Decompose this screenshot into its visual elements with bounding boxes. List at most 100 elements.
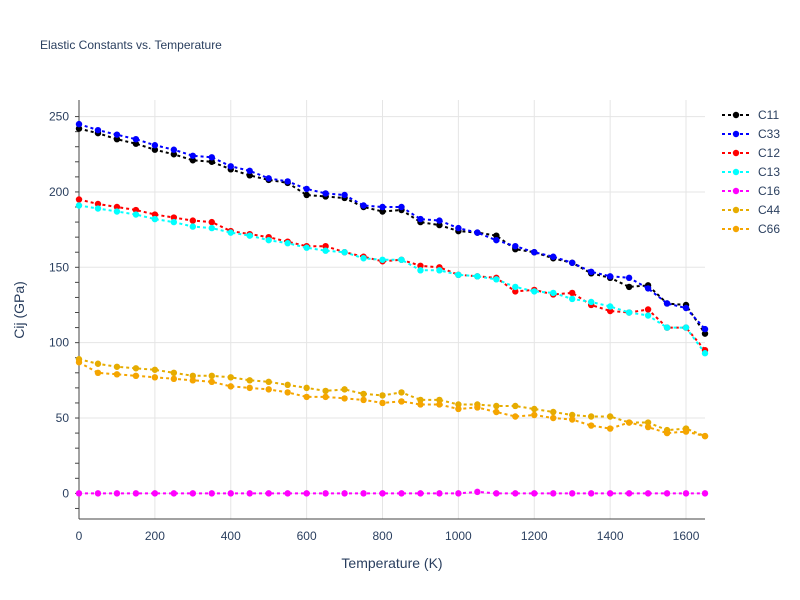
data-point <box>455 271 462 279</box>
data-point <box>587 268 595 276</box>
legend-label: C16 <box>758 184 780 198</box>
data-point <box>75 120 83 128</box>
data-point <box>94 490 102 497</box>
x-axis-title: Temperature (K) <box>341 555 442 571</box>
series-c11 <box>75 125 709 337</box>
data-point <box>94 205 102 212</box>
data-point <box>151 366 159 373</box>
data-point <box>512 283 519 291</box>
data-point <box>606 303 614 310</box>
data-point <box>455 401 462 408</box>
data-point <box>284 381 291 389</box>
data-point <box>569 259 576 266</box>
data-point <box>587 413 595 420</box>
legend-item-c12[interactable]: C12 <box>722 146 780 160</box>
data-point <box>417 490 424 497</box>
data-point <box>512 490 519 497</box>
data-point <box>606 425 614 432</box>
data-point <box>246 377 253 384</box>
data-point <box>265 378 272 386</box>
data-point <box>227 229 234 236</box>
data-point <box>189 217 197 224</box>
x-tick-label: 200 <box>145 529 165 543</box>
data-point <box>474 488 481 496</box>
data-point <box>398 490 405 497</box>
legend-item-c66[interactable]: C66 <box>722 222 780 236</box>
legend-item-c11[interactable]: C11 <box>722 108 779 122</box>
legend-label: C44 <box>758 203 780 217</box>
data-point <box>113 203 121 211</box>
data-point <box>94 360 102 367</box>
series-line-c11 <box>78 127 706 335</box>
legend-item-c13[interactable]: C13 <box>722 165 780 179</box>
x-tick-label: 400 <box>221 529 241 543</box>
data-point <box>550 408 557 416</box>
data-point <box>75 202 83 209</box>
data-point <box>644 312 652 319</box>
data-point <box>701 325 709 333</box>
data-point <box>322 190 329 197</box>
data-point <box>227 490 234 497</box>
data-point <box>569 490 576 497</box>
data-point <box>170 151 178 158</box>
data-point <box>246 167 253 175</box>
series-c44 <box>75 356 709 440</box>
data-point <box>113 131 121 138</box>
data-point <box>113 490 121 497</box>
legend-swatch-marker <box>732 225 740 233</box>
legend-swatch-marker <box>732 111 740 119</box>
legend-item-c44[interactable]: C44 <box>722 203 780 217</box>
data-point <box>284 239 291 247</box>
legend-item-c33[interactable]: C33 <box>722 127 780 141</box>
data-point <box>701 330 709 337</box>
data-point <box>379 203 386 211</box>
data-point <box>436 217 443 224</box>
data-point <box>531 490 538 497</box>
data-point <box>682 304 690 312</box>
data-point <box>151 215 159 223</box>
data-point <box>75 125 83 132</box>
data-point <box>682 490 690 497</box>
data-point <box>227 163 234 170</box>
legend-item-c16[interactable]: C16 <box>722 184 780 198</box>
data-point <box>493 236 500 244</box>
data-point <box>189 377 197 384</box>
data-point <box>360 396 367 404</box>
series-c12 <box>75 196 709 354</box>
data-point <box>417 401 424 408</box>
data-point <box>379 208 386 215</box>
data-point <box>360 390 367 398</box>
data-point <box>587 298 595 306</box>
data-point <box>569 289 576 297</box>
data-point <box>189 372 197 380</box>
data-point <box>208 154 215 161</box>
data-point <box>569 416 576 423</box>
legend-label: C66 <box>758 222 780 236</box>
data-point <box>493 402 500 410</box>
data-point <box>132 135 140 143</box>
y-axis-title: Cij (GPa) <box>11 281 27 339</box>
data-point <box>398 256 405 263</box>
x-tick-label: 1200 <box>521 529 548 543</box>
data-point <box>644 419 652 426</box>
data-point <box>550 289 557 297</box>
data-point <box>284 178 291 185</box>
data-point <box>132 211 140 218</box>
data-point <box>512 288 519 295</box>
y-tick-label: 200 <box>49 185 69 199</box>
data-point <box>493 490 500 497</box>
data-point <box>284 389 291 396</box>
data-point <box>227 374 234 381</box>
data-point <box>341 191 348 199</box>
legend-swatch-marker <box>732 206 740 214</box>
data-point <box>625 274 633 282</box>
legend-label: C12 <box>758 146 780 160</box>
legend-label: C13 <box>758 165 780 179</box>
data-point <box>322 247 329 254</box>
data-point <box>189 157 197 164</box>
data-point <box>398 398 405 405</box>
data-point <box>170 375 178 383</box>
data-point <box>644 285 652 292</box>
y-tick-label: 50 <box>56 411 70 425</box>
